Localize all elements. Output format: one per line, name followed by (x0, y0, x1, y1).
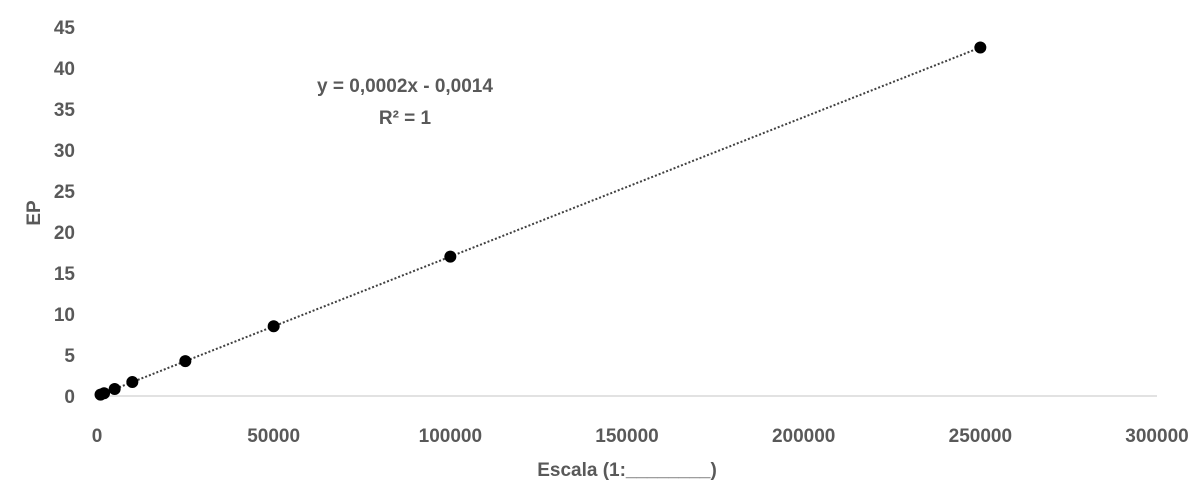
y-tick-label: 45 (54, 18, 76, 39)
y-axis-title: EP (24, 200, 45, 226)
x-tick-label: 200000 (772, 426, 835, 447)
x-tick-label: 250000 (949, 426, 1012, 447)
r-squared-label: R² = 1 (379, 108, 432, 129)
x-tick-label: 50000 (247, 426, 300, 447)
data-point (179, 355, 192, 368)
data-point (108, 383, 121, 396)
data-point (126, 376, 139, 389)
data-points (94, 41, 987, 401)
y-tick-label: 5 (64, 346, 75, 367)
y-axis-ticks: 0 5 10 15 20 25 30 35 40 45 (54, 18, 76, 408)
y-tick-label: 40 (54, 59, 75, 80)
y-tick-label: 15 (54, 264, 76, 285)
trendline-equation: y = 0,0002x - 0,0014 (317, 76, 493, 97)
x-tick-label: 0 (92, 426, 103, 447)
x-tick-label: 100000 (419, 426, 482, 447)
data-point (267, 320, 280, 333)
x-tick-label: 150000 (595, 426, 658, 447)
y-tick-label: 30 (54, 141, 75, 162)
y-tick-label: 25 (54, 182, 76, 203)
y-tick-label: 20 (54, 223, 75, 244)
y-tick-label: 0 (64, 387, 75, 408)
y-tick-label: 35 (54, 100, 76, 121)
y-tick-label: 10 (54, 305, 75, 326)
x-tick-label: 300000 (1125, 426, 1188, 447)
data-point (98, 387, 111, 400)
trendline (100, 46, 981, 396)
data-point (974, 41, 987, 54)
data-point (444, 250, 457, 263)
x-axis-title: Escala (1:________) (537, 460, 717, 481)
x-axis-ticks: 0 50000 100000 150000 200000 250000 300000 (92, 426, 1189, 447)
